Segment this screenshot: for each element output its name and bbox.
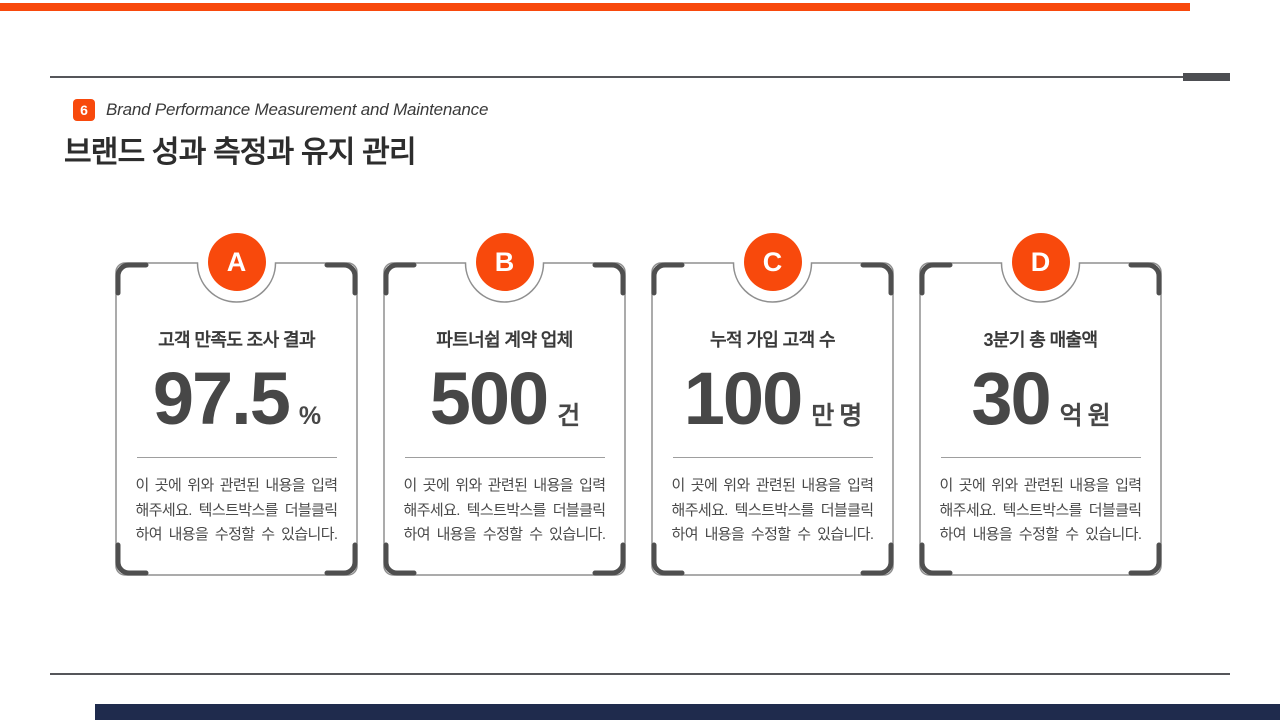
header-kicker: 6 Brand Performance Measurement and Main… [73, 99, 488, 121]
stat-cards-row: A 고객 만족도 조사 결과 97.5 % 이 곳에 위와 관련된 내용을 입력… [115, 233, 1162, 576]
header-rule-cap [1183, 73, 1230, 81]
card-content: 고객 만족도 조사 결과 97.5 % 이 곳에 위와 관련된 내용을 입력 해… [115, 262, 358, 576]
stat-card-b: B 파트너쉽 계약 업체 500 건 이 곳에 위와 관련된 내용을 입력 해주… [383, 233, 626, 576]
badge-circle-d: D [1011, 233, 1070, 291]
card-content: 파트너쉽 계약 업체 500 건 이 곳에 위와 관련된 내용을 입력 해주세요… [383, 262, 626, 576]
card-unit: 억 원 [1059, 402, 1111, 430]
description-line: 하여 내용을 수정할 수 있습니다. [671, 526, 875, 543]
badge-circle-a: A [207, 233, 266, 291]
description-line: 해주세요. 텍스트박스를 더블클릭 [939, 501, 1143, 519]
card-frame [115, 262, 358, 576]
card-label: 3분기 총 매출액 [983, 330, 1099, 350]
card-divider [136, 457, 337, 458]
bottom-accent-bar [95, 704, 1280, 720]
card-value-row: 30 억 원 [971, 357, 1111, 440]
description-line: 해주세요. 텍스트박스를 더블클릭 [135, 501, 339, 519]
card-value: 100 [683, 357, 803, 440]
card-frame [383, 262, 626, 576]
card-description: 이 곳에 위와 관련된 내용을 입력 해주세요. 텍스트박스를 더블클릭 하여 … [135, 474, 339, 548]
description-line: 이 곳에 위와 관련된 내용을 입력 [671, 477, 875, 494]
card-unit: 건 [557, 402, 580, 430]
top-accent-bar [0, 3, 1190, 11]
description-line: 이 곳에 위와 관련된 내용을 입력 [939, 477, 1143, 494]
card-description: 이 곳에 위와 관련된 내용을 입력 해주세요. 텍스트박스를 더블클릭 하여 … [671, 474, 875, 548]
card-divider [940, 457, 1141, 458]
description-line: 하여 내용을 수정할 수 있습니다. [403, 526, 607, 543]
stat-card-d: D 3분기 총 매출액 30 억 원 이 곳에 위와 관련된 내용을 입력 해주… [919, 233, 1162, 576]
card-description: 이 곳에 위와 관련된 내용을 입력 해주세요. 텍스트박스를 더블클릭 하여 … [403, 474, 607, 548]
card-unit: 만 명 [811, 402, 862, 430]
stat-card-a: A 고객 만족도 조사 결과 97.5 % 이 곳에 위와 관련된 내용을 입력… [115, 233, 358, 576]
card-value: 97.5 [152, 357, 291, 440]
slide-subtitle: Brand Performance Measurement and Mainte… [106, 100, 489, 119]
card-label: 파트너쉽 계약 업체 [436, 330, 573, 350]
card-value-row: 500 건 [429, 357, 580, 440]
card-divider [404, 457, 605, 458]
badge-circle-b: B [475, 233, 534, 291]
card-description: 이 곳에 위와 관련된 내용을 입력 해주세요. 텍스트박스를 더블클릭 하여 … [939, 474, 1143, 548]
card-divider [672, 457, 873, 458]
description-line: 하여 내용을 수정할 수 있습니다. [939, 526, 1143, 543]
stat-card-c: C 누적 가입 고객 수 100 만 명 이 곳에 위와 관련된 내용을 입력 … [651, 233, 894, 576]
card-value-row: 97.5 % [152, 357, 321, 440]
description-line: 하여 내용을 수정할 수 있습니다. [135, 526, 339, 543]
card-label: 누적 가입 고객 수 [710, 330, 836, 350]
header-rule [50, 76, 1230, 78]
card-value-row: 100 만 명 [683, 357, 862, 440]
footer-rule [50, 673, 1230, 675]
card-value: 500 [429, 357, 549, 440]
card-frame [651, 262, 894, 576]
description-line: 해주세요. 텍스트박스를 더블클릭 [671, 501, 875, 519]
description-line: 이 곳에 위와 관련된 내용을 입력 [135, 477, 339, 494]
card-content: 누적 가입 고객 수 100 만 명 이 곳에 위와 관련된 내용을 입력 해주… [651, 262, 894, 576]
card-label: 고객 만족도 조사 결과 [158, 330, 315, 350]
description-line: 해주세요. 텍스트박스를 더블클릭 [403, 501, 607, 519]
badge-circle-c: C [743, 233, 802, 291]
card-value: 30 [971, 357, 1051, 440]
card-unit: % [298, 402, 321, 430]
card-content: 3분기 총 매출액 30 억 원 이 곳에 위와 관련된 내용을 입력 해주세요… [919, 262, 1162, 576]
slide-number-badge: 6 [73, 99, 95, 121]
page-title: 브랜드 성과 측정과 유지 관리 [64, 136, 417, 169]
card-frame [919, 262, 1162, 576]
description-line: 이 곳에 위와 관련된 내용을 입력 [403, 477, 607, 494]
